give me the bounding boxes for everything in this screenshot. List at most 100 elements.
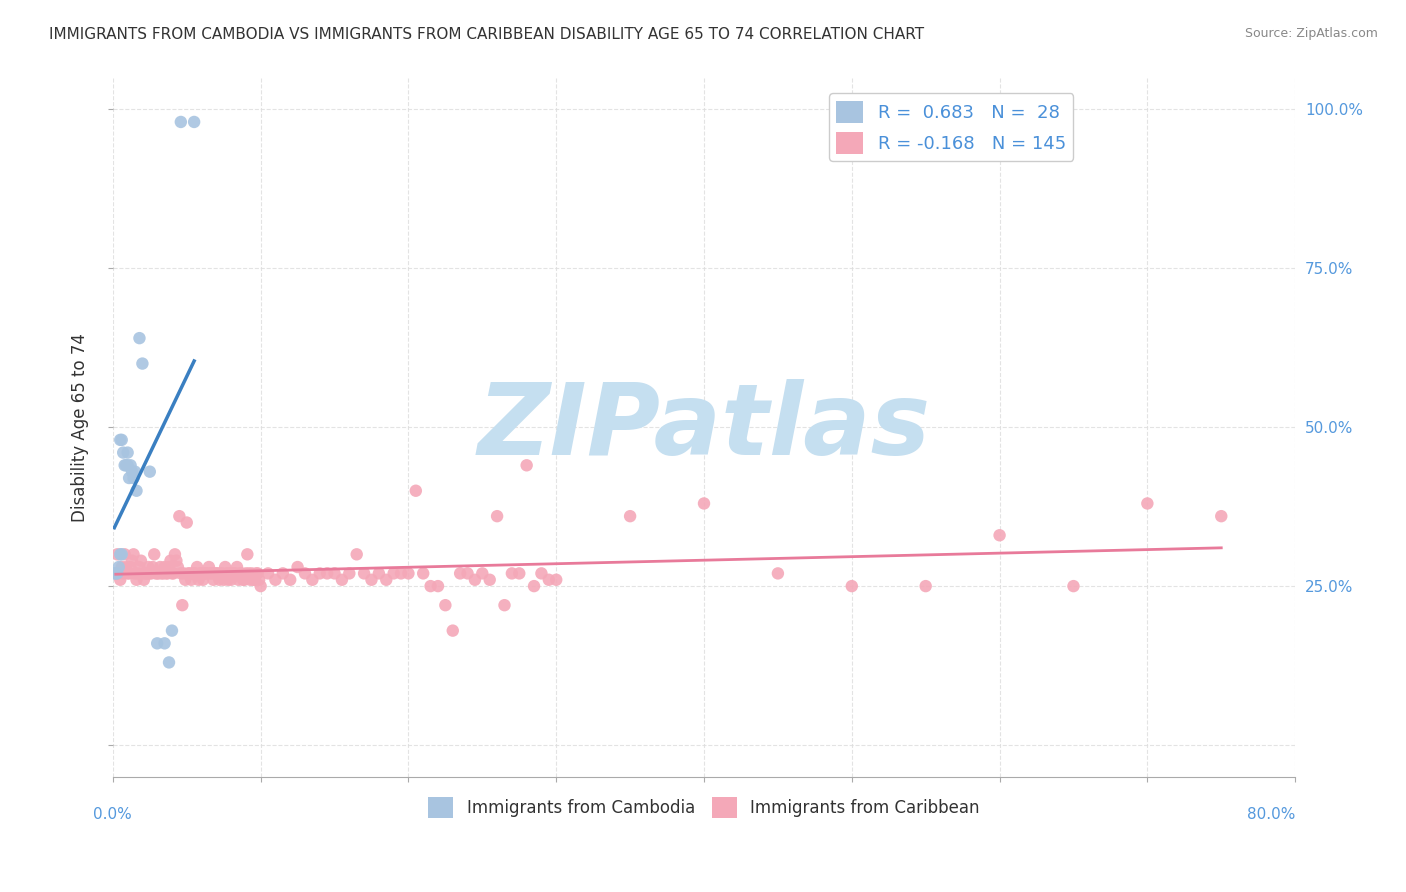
Point — [129, 554, 152, 568]
Point — [231, 566, 253, 581]
Point — [176, 516, 198, 530]
Point — [173, 566, 195, 581]
Point — [212, 573, 235, 587]
Point — [202, 573, 225, 587]
Point — [236, 547, 259, 561]
Point — [181, 566, 204, 581]
Point — [128, 331, 150, 345]
Point — [107, 566, 129, 581]
Point — [419, 579, 441, 593]
Point — [221, 566, 243, 581]
Point — [124, 566, 146, 581]
Point — [1211, 509, 1233, 524]
Text: Source: ZipAtlas.com: Source: ZipAtlas.com — [1244, 27, 1378, 40]
Point — [211, 566, 233, 581]
Point — [122, 471, 145, 485]
Point — [205, 566, 228, 581]
Point — [162, 566, 184, 581]
Point — [396, 566, 419, 581]
Point — [240, 566, 263, 581]
Point — [243, 573, 266, 587]
Point — [375, 573, 398, 587]
Point — [139, 465, 162, 479]
Point — [110, 547, 132, 561]
Point — [163, 547, 186, 561]
Point — [128, 560, 150, 574]
Point — [229, 566, 252, 581]
Point — [183, 115, 205, 129]
Point — [457, 566, 479, 581]
Point — [200, 566, 222, 581]
Point — [139, 566, 162, 581]
Point — [246, 566, 269, 581]
Point — [225, 566, 247, 581]
Point — [766, 566, 789, 581]
Point — [114, 547, 136, 561]
Y-axis label: Disability Age 65 to 74: Disability Age 65 to 74 — [72, 333, 89, 522]
Point — [141, 566, 163, 581]
Point — [146, 566, 169, 581]
Point — [188, 566, 211, 581]
Point — [486, 509, 509, 524]
Point — [111, 433, 134, 447]
Point — [194, 566, 217, 581]
Point — [150, 566, 173, 581]
Point — [127, 566, 149, 581]
Point — [235, 566, 257, 581]
Point — [183, 566, 205, 581]
Point — [204, 566, 226, 581]
Point — [238, 566, 260, 581]
Point — [105, 566, 128, 581]
Point — [121, 554, 143, 568]
Point — [278, 573, 301, 587]
Point — [239, 573, 262, 587]
Text: 80.0%: 80.0% — [1247, 807, 1295, 822]
Point — [249, 579, 271, 593]
Point — [508, 566, 530, 581]
Point — [153, 636, 176, 650]
Point — [107, 560, 129, 574]
Point — [104, 566, 127, 581]
Point — [170, 115, 193, 129]
Point — [219, 573, 242, 587]
Point — [353, 566, 375, 581]
Point — [134, 566, 156, 581]
Legend: Immigrants from Cambodia, Immigrants from Caribbean: Immigrants from Cambodia, Immigrants fro… — [422, 791, 986, 824]
Point — [464, 573, 486, 587]
Point — [264, 573, 287, 587]
Point — [120, 458, 142, 473]
Point — [111, 547, 134, 561]
Point — [118, 566, 141, 581]
Point — [121, 465, 143, 479]
Point — [294, 566, 316, 581]
Point — [149, 560, 172, 574]
Point — [115, 458, 138, 473]
Point — [1062, 579, 1084, 593]
Point — [478, 573, 501, 587]
Point — [190, 566, 212, 581]
Point — [157, 656, 180, 670]
Point — [157, 560, 180, 574]
Point — [209, 566, 232, 581]
Point — [148, 566, 170, 581]
Point — [412, 566, 434, 581]
Point — [169, 509, 191, 524]
Point — [247, 573, 270, 587]
Text: IMMIGRANTS FROM CAMBODIA VS IMMIGRANTS FROM CARIBBEAN DISABILITY AGE 65 TO 74 CO: IMMIGRANTS FROM CAMBODIA VS IMMIGRANTS F… — [49, 27, 924, 42]
Point — [271, 566, 294, 581]
Point — [143, 547, 166, 561]
Point — [177, 566, 200, 581]
Point — [125, 483, 148, 498]
Point — [104, 566, 127, 581]
Point — [160, 566, 183, 581]
Point — [523, 579, 546, 593]
Point — [120, 560, 142, 574]
Point — [124, 465, 146, 479]
Point — [170, 566, 193, 581]
Point — [118, 471, 141, 485]
Point — [110, 573, 132, 587]
Point — [155, 566, 177, 581]
Point — [287, 560, 309, 574]
Point — [494, 598, 516, 612]
Point — [516, 458, 538, 473]
